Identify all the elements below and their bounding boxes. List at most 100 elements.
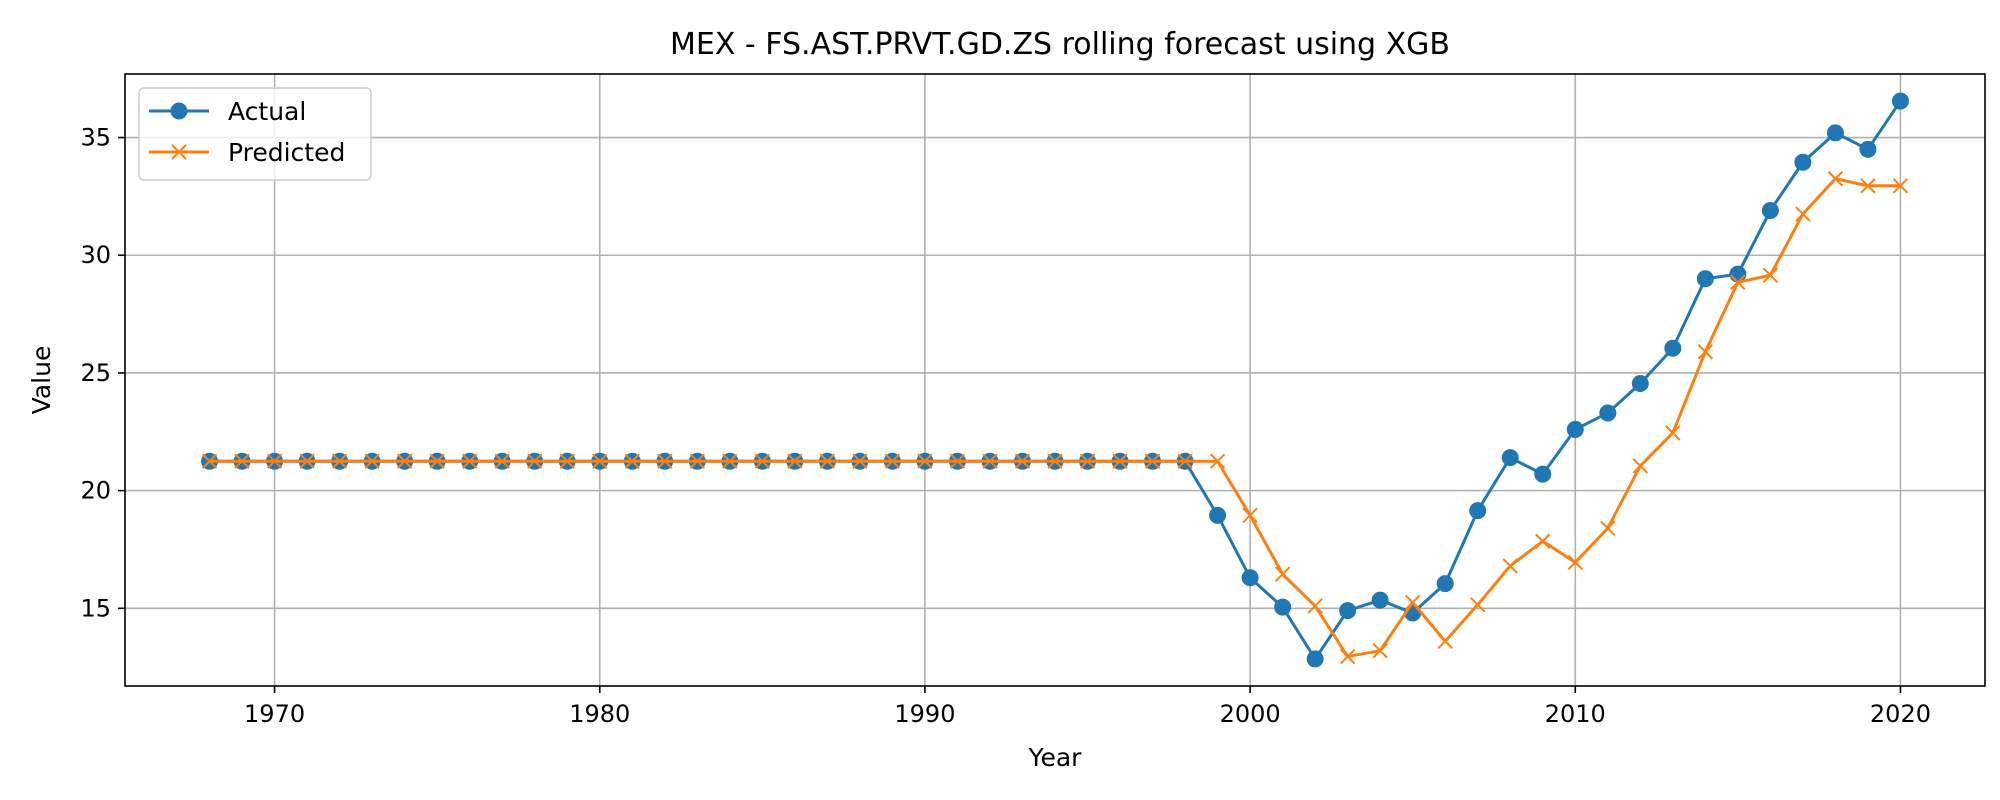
y-tick-label: 35 bbox=[80, 124, 111, 152]
marker-stroke bbox=[559, 453, 575, 469]
marker-stroke bbox=[1274, 566, 1291, 582]
marker-stroke bbox=[1795, 206, 1811, 222]
data-point-predicted bbox=[787, 453, 803, 469]
marker-stroke bbox=[1730, 274, 1746, 291]
marker-stroke bbox=[1404, 594, 1421, 611]
data-point-actual bbox=[1859, 140, 1877, 158]
x-tick-label: 1970 bbox=[244, 700, 305, 728]
data-point-predicted bbox=[1437, 633, 1453, 649]
data-point-predicted bbox=[396, 453, 413, 469]
data-point-predicted bbox=[1502, 558, 1518, 574]
marker-stroke bbox=[527, 453, 543, 469]
marker-stroke bbox=[819, 453, 836, 469]
series-predicted bbox=[201, 171, 1909, 665]
data-point-predicted bbox=[1470, 597, 1486, 613]
data-point-predicted bbox=[429, 453, 445, 469]
data-point-actual bbox=[1761, 202, 1779, 220]
data-point-actual bbox=[1794, 153, 1812, 171]
marker-stroke bbox=[689, 453, 706, 469]
data-point-actual bbox=[1501, 449, 1519, 467]
legend-marker-predicted bbox=[171, 144, 187, 160]
x-tick-label: 2010 bbox=[1545, 700, 1606, 728]
series-layer bbox=[201, 92, 1909, 668]
data-point-predicted bbox=[1079, 453, 1096, 469]
marker-stroke bbox=[1665, 425, 1681, 441]
y-tick-label: 30 bbox=[80, 241, 111, 269]
data-point-predicted bbox=[852, 453, 868, 469]
marker-stroke bbox=[1535, 533, 1551, 549]
data-point-predicted bbox=[982, 453, 998, 469]
data-point-predicted bbox=[722, 453, 738, 469]
data-point-actual bbox=[1306, 650, 1324, 668]
marker-stroke bbox=[429, 453, 445, 469]
data-point-predicted bbox=[201, 453, 218, 469]
marker-stroke bbox=[461, 453, 478, 469]
marker-stroke bbox=[494, 453, 510, 469]
data-point-actual bbox=[1891, 92, 1909, 110]
marker-stroke bbox=[1112, 453, 1128, 469]
y-tick-label: 25 bbox=[80, 359, 111, 387]
marker-stroke bbox=[1144, 453, 1161, 469]
data-point-predicted bbox=[1892, 178, 1909, 194]
marker-stroke bbox=[949, 453, 966, 469]
marker-stroke bbox=[1860, 178, 1876, 194]
data-point-actual bbox=[1209, 506, 1227, 524]
marker-stroke bbox=[1339, 648, 1356, 665]
data-point-predicted bbox=[1535, 533, 1551, 549]
data-point-predicted bbox=[1665, 425, 1681, 441]
marker-stroke bbox=[331, 453, 348, 469]
legend-label-actual: Actual bbox=[228, 97, 306, 126]
data-point-predicted bbox=[1404, 594, 1421, 611]
data-point-predicted bbox=[592, 453, 608, 469]
marker-stroke bbox=[1600, 520, 1616, 536]
x-axis: 1970 1980 1990 2000 2010 2020 bbox=[244, 686, 1931, 728]
x-axis-label: Year bbox=[1028, 743, 1083, 772]
data-point-predicted bbox=[1600, 520, 1616, 536]
data-point-predicted bbox=[266, 453, 283, 469]
data-point-actual bbox=[1274, 598, 1292, 616]
data-point-predicted bbox=[819, 453, 836, 469]
data-point-predicted bbox=[754, 453, 771, 469]
legend-items: Actual Predicted bbox=[149, 97, 345, 167]
marker-stroke bbox=[396, 453, 413, 469]
data-point-actual bbox=[1631, 375, 1649, 393]
chart-title: MEX - FS.AST.PRVT.GD.ZS rolling forecast… bbox=[670, 27, 1450, 62]
data-point-predicted bbox=[1372, 642, 1388, 659]
y-tick-label: 15 bbox=[80, 594, 111, 622]
data-point-predicted bbox=[1730, 274, 1746, 291]
data-point-actual bbox=[1664, 339, 1682, 357]
legend-marker-actual bbox=[170, 102, 188, 120]
marker-stroke bbox=[1177, 453, 1193, 469]
marker-stroke bbox=[299, 453, 315, 469]
data-point-predicted bbox=[1274, 566, 1291, 582]
marker-stroke bbox=[722, 453, 738, 469]
marker-stroke bbox=[1697, 344, 1714, 360]
data-point-predicted bbox=[494, 453, 510, 469]
data-point-predicted bbox=[1632, 458, 1649, 474]
marker-stroke bbox=[1762, 267, 1779, 283]
data-point-predicted bbox=[1242, 507, 1258, 524]
data-point-predicted bbox=[1762, 267, 1779, 283]
plot-frame bbox=[124, 73, 1986, 687]
marker-stroke bbox=[1209, 453, 1226, 469]
marker-stroke bbox=[1014, 453, 1031, 469]
marker-stroke bbox=[1079, 453, 1096, 469]
marker-stroke bbox=[754, 453, 771, 469]
marker-stroke bbox=[1827, 171, 1844, 187]
data-point-predicted bbox=[1339, 648, 1356, 665]
marker-stroke bbox=[1047, 453, 1063, 469]
data-point-actual bbox=[1371, 591, 1389, 609]
data-point-predicted bbox=[1112, 453, 1128, 469]
marker-stroke bbox=[1502, 558, 1518, 574]
data-point-predicted bbox=[461, 453, 478, 469]
marker-stroke bbox=[1437, 633, 1453, 649]
marker-stroke bbox=[787, 453, 803, 469]
data-point-actual bbox=[1469, 502, 1487, 520]
data-point-actual bbox=[1826, 124, 1844, 142]
legend-label-predicted: Predicted bbox=[228, 138, 345, 167]
data-point-predicted bbox=[364, 453, 380, 469]
marker-stroke bbox=[852, 453, 868, 469]
marker-stroke bbox=[1892, 178, 1909, 194]
marker-stroke bbox=[1372, 642, 1388, 659]
